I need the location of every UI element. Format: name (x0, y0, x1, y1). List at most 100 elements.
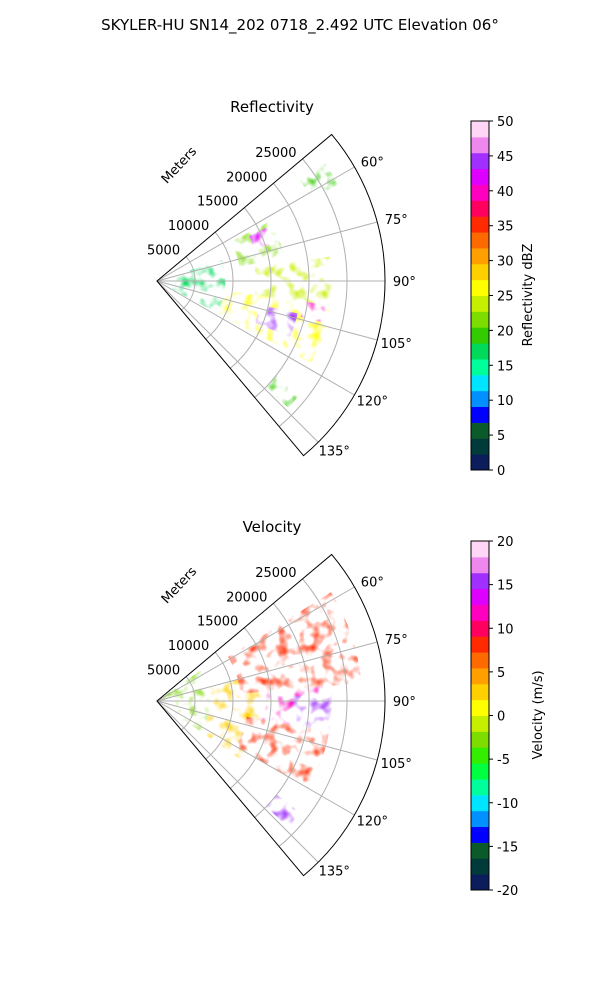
range-ring (254, 602, 310, 818)
azimuth-spoke (156, 280, 378, 341)
sector-frame (156, 133, 386, 457)
colorbar-swatch (471, 438, 489, 455)
range-ring (229, 627, 272, 789)
reflectivity-panel: Reflectivity 60° 75° 90° 105° 120° 135° 5000 10… (147, 98, 536, 479)
colorbar-tick-label: 0 (497, 464, 505, 479)
azimuth-spoke (156, 641, 378, 702)
reflectivity-title: Reflectivity (230, 98, 314, 116)
colorbar-tick-label: 40 (497, 185, 514, 200)
colorbar-tick-label: 50 (497, 115, 514, 130)
azimuth-spoke (156, 586, 355, 702)
colorbar-tick-label: 20 (497, 324, 514, 339)
range-tick-label: 15000 (197, 195, 238, 210)
colorbar-swatch (471, 279, 489, 296)
azimuth-spoke (156, 280, 319, 443)
colorbar-swatch (471, 731, 489, 748)
colorbar-tick-label: -15 (497, 840, 518, 855)
velocity-field (157, 592, 362, 828)
colorbar-swatch (471, 216, 489, 233)
range-ring (229, 207, 272, 369)
colorbar-swatch (471, 778, 489, 796)
azimuth-spoke (156, 700, 378, 761)
colorbar-swatch (471, 556, 489, 574)
colorbar-tick-label: -20 (497, 884, 518, 899)
azimuth-spoke (156, 700, 319, 863)
colorbar-tick-label: 45 (497, 150, 514, 165)
velocity-grid (156, 553, 386, 877)
colorbar-tick-label: 25 (497, 290, 514, 305)
velocity-ticks: 60° 75° 90° 105° 120° 135° 5000 10000 15000 20000… (147, 566, 416, 879)
colorbar-swatch (471, 667, 489, 685)
colorbar-tick-label: -10 (497, 797, 518, 812)
colorbar-swatch (471, 406, 489, 423)
colorbar-swatch (471, 327, 489, 344)
velocity-radial-label: Meters (159, 564, 200, 607)
range-tick-label: 25000 (255, 566, 296, 581)
azimuth-spoke (156, 700, 355, 816)
colorbar-swatch (471, 541, 489, 558)
range-tick-label: 15000 (197, 615, 238, 630)
colorbar-swatch (471, 715, 489, 732)
azimuth-tick-label: 90° (393, 695, 416, 710)
azimuth-tick-label: 105° (381, 757, 412, 772)
colorbar-tick-label: 5 (497, 666, 505, 681)
colorbar-tick-label: 15 (497, 359, 514, 374)
colorbar-swatch (471, 136, 489, 154)
reflectivity-colorbar: 0 5 10 15 20 25 30 35 40 45 50 (470, 115, 514, 479)
colorbar-swatch (471, 652, 489, 669)
azimuth-tick-label: 105° (381, 337, 412, 352)
colorbar-tick-label: 35 (497, 220, 514, 235)
field-region-echo-far-se (266, 794, 301, 828)
figure-suptitle: SKYLER-HU SN14_202 0718_2.492 UTC Elevat… (101, 16, 499, 34)
range-ring (278, 578, 348, 847)
reflectivity-grid (156, 133, 386, 457)
field-region-north-outbound (227, 592, 362, 694)
reflectivity-radial-label: Meters (159, 144, 200, 187)
colorbar-tick-label: 10 (497, 394, 514, 409)
colorbar-swatch (471, 232, 489, 249)
azimuth-tick-label: 75° (385, 213, 408, 228)
azimuth-tick-label: 135° (319, 444, 350, 459)
field-region-echo-far-se (266, 374, 301, 408)
colorbar-swatch (471, 683, 489, 701)
sector-frame (156, 553, 386, 877)
range-ring (278, 158, 348, 427)
colorbar-tick-label: -5 (497, 753, 510, 768)
colorbar-swatch (471, 168, 489, 185)
azimuth-spoke (156, 221, 378, 282)
colorbar-swatch (471, 747, 489, 764)
reflectivity-colorbar-label: Reflectivity dBZ (521, 244, 536, 347)
colorbar-swatch (471, 794, 489, 812)
azimuth-tick-label: 75° (385, 633, 408, 648)
field-region-core-south-1 (254, 304, 298, 338)
colorbar-swatch (471, 763, 489, 780)
colorbar-swatch (471, 810, 489, 828)
field-region-core-north (249, 227, 273, 250)
velocity-colorbar-label: Velocity (m/s) (531, 670, 546, 759)
azimuth-tick-label: 120° (357, 395, 388, 410)
azimuth-tick-label: 60° (361, 155, 384, 170)
colorbar-tick-label: 20 (497, 535, 514, 550)
colorbar-swatch (471, 604, 489, 621)
range-tick-label: 20000 (226, 590, 267, 605)
azimuth-spoke (156, 280, 355, 396)
colorbar-tick-label: 0 (497, 710, 505, 725)
colorbar-swatch (471, 200, 489, 217)
velocity-colorbar: -20 -15 -10 -5 0 5 10 15 20 (470, 535, 518, 899)
colorbar-swatch (471, 842, 489, 859)
reflectivity-ticks: 60° 75° 90° 105° 120° 135° 5000 10000 15000 20000… (147, 146, 416, 459)
range-tick-label: 25000 (255, 146, 296, 161)
colorbar-tick-label: 30 (497, 255, 514, 270)
range-ring (254, 182, 310, 398)
colorbar-swatch (471, 620, 489, 637)
velocity-title: Velocity (243, 518, 302, 536)
colorbar-swatch (471, 184, 489, 201)
azimuth-spoke (156, 166, 355, 282)
colorbar-swatch (471, 588, 489, 605)
field-region-south-band (235, 716, 330, 789)
colorbar-swatch (471, 311, 489, 328)
range-tick-label: 10000 (168, 639, 209, 654)
colorbar-swatch (471, 152, 489, 170)
range-ring (205, 651, 234, 760)
